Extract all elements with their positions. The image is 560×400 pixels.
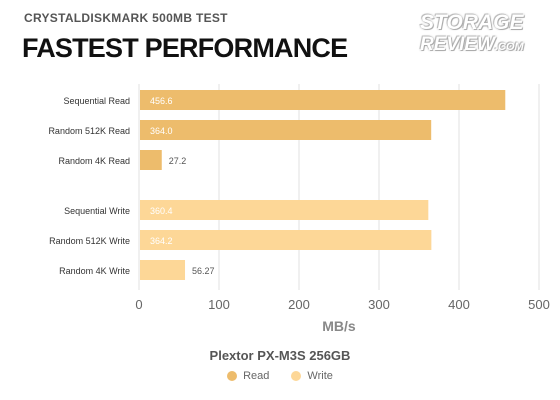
x-tick-label: 300 [368,297,390,312]
bar-read [140,120,432,140]
legend-swatch-write [291,371,302,381]
category-label: Random 4K Write [59,266,130,276]
data-label: 360.4 [150,206,173,216]
legend-label-write: Write [307,370,333,382]
legend-swatch-read [227,371,238,381]
data-label: 364.2 [150,236,173,246]
bar-read [140,90,506,110]
category-label: Random 512K Read [48,126,130,136]
x-tick-label: 200 [288,297,310,312]
category-label: Sequential Read [63,96,130,106]
category-label: Sequential Write [64,206,130,216]
x-tick-label: 0 [135,297,142,312]
logo-line-2: REVIEW.COM [420,34,524,55]
bar-read [140,150,162,170]
x-tick-label: 400 [448,297,470,312]
legend-item-read: Read [227,370,269,382]
bar-write [140,260,186,280]
data-label: 27.2 [169,156,187,166]
chart-title: FASTEST PERFORMANCE [22,33,348,63]
logo-line-1: STORAGE [420,11,524,34]
category-label: Random 512K Write [49,236,130,246]
legend-item-write: Write [291,370,333,382]
x-axis-title: MB/s [322,318,356,334]
legend-label-read: Read [243,370,270,382]
logo-suffix: .COM [494,41,524,53]
bar-write [140,200,429,220]
bar-write [140,230,432,250]
x-tick-label: 500 [528,297,550,312]
x-tick-label: 100 [208,297,230,312]
storagereview-logo: STORAGE REVIEW.COM [420,12,528,62]
legend: Read Write [0,370,560,382]
data-label: 364.0 [150,126,173,136]
legend-title: Plextor PX-M3S 256GB [209,348,351,363]
category-label: Random 4K Read [58,156,130,166]
data-label: 56.27 [192,266,215,276]
bar-chart: 0 100 200 300 400 500 MB/s Sequential Read 456.6… [48,84,550,334]
chart-subtitle: CRYSTALDISKMARK 500MB TEST [24,11,228,25]
data-label: 456.6 [150,96,173,106]
